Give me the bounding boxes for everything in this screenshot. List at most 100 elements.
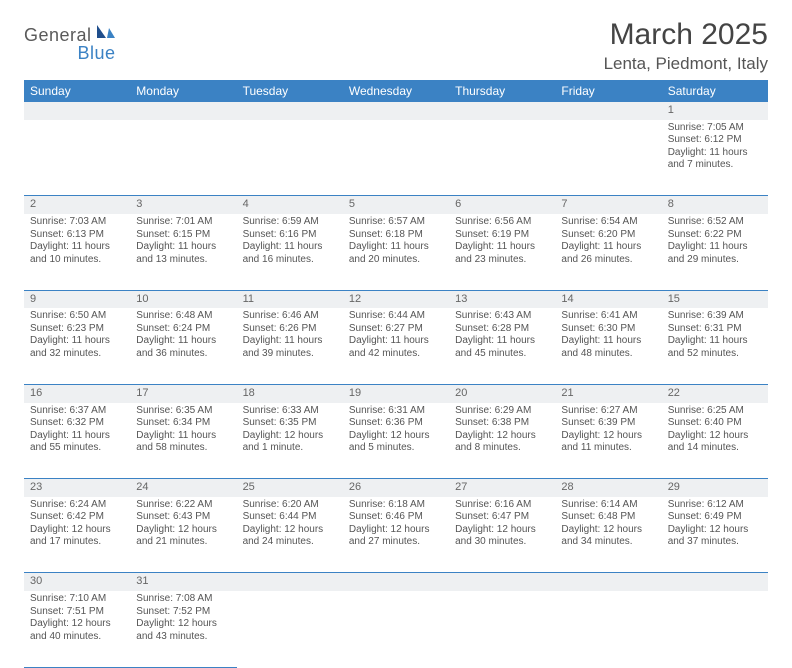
daylight-text: Daylight: 11 hours and 7 minutes. <box>668 147 762 172</box>
sunrise-text: Sunrise: 6:27 AM <box>561 405 655 418</box>
day-number-cell: 26 <box>343 479 449 497</box>
daylight-text: Daylight: 11 hours and 23 minutes. <box>455 241 549 266</box>
day-header: Monday <box>130 80 236 102</box>
sunset-text: Sunset: 6:24 PM <box>136 323 230 336</box>
location-subtitle: Lenta, Piedmont, Italy <box>604 54 768 74</box>
day-body-cell <box>449 120 555 196</box>
sunrise-text: Sunrise: 6:31 AM <box>349 405 443 418</box>
sunset-text: Sunset: 6:49 PM <box>668 511 762 524</box>
day-body-cell: Sunrise: 6:35 AMSunset: 6:34 PMDaylight:… <box>130 403 236 479</box>
day-number-cell <box>343 573 449 591</box>
sunrise-text: Sunrise: 7:08 AM <box>136 593 230 606</box>
sunset-text: Sunset: 6:46 PM <box>349 511 443 524</box>
daylight-text: Daylight: 12 hours and 11 minutes. <box>561 430 655 455</box>
day-number-cell: 10 <box>130 290 236 308</box>
day-body-cell: Sunrise: 6:46 AMSunset: 6:26 PMDaylight:… <box>237 308 343 384</box>
day-body-cell: Sunrise: 6:50 AMSunset: 6:23 PMDaylight:… <box>24 308 130 384</box>
day-number-cell: 13 <box>449 290 555 308</box>
sunrise-text: Sunrise: 6:44 AM <box>349 310 443 323</box>
title-block: March 2025 Lenta, Piedmont, Italy <box>604 18 768 74</box>
day-number-cell: 17 <box>130 384 236 402</box>
day-body-cell: Sunrise: 6:48 AMSunset: 6:24 PMDaylight:… <box>130 308 236 384</box>
day-body-cell <box>343 591 449 667</box>
week-body-row: Sunrise: 7:05 AMSunset: 6:12 PMDaylight:… <box>24 120 768 196</box>
daylight-text: Daylight: 11 hours and 45 minutes. <box>455 335 549 360</box>
day-number-cell <box>343 102 449 120</box>
logo-text-blue: Blue <box>78 43 116 63</box>
day-body-cell <box>662 591 768 667</box>
sunset-text: Sunset: 6:34 PM <box>136 417 230 430</box>
week-daynum-row: 2345678 <box>24 196 768 214</box>
sunrise-text: Sunrise: 6:57 AM <box>349 216 443 229</box>
day-body-cell: Sunrise: 6:54 AMSunset: 6:20 PMDaylight:… <box>555 214 661 290</box>
sunrise-text: Sunrise: 6:52 AM <box>668 216 762 229</box>
sunrise-text: Sunrise: 6:25 AM <box>668 405 762 418</box>
day-body-cell: Sunrise: 6:27 AMSunset: 6:39 PMDaylight:… <box>555 403 661 479</box>
week-body-row: Sunrise: 7:10 AMSunset: 7:51 PMDaylight:… <box>24 591 768 667</box>
sunrise-text: Sunrise: 7:01 AM <box>136 216 230 229</box>
day-body-cell: Sunrise: 6:37 AMSunset: 6:32 PMDaylight:… <box>24 403 130 479</box>
sunset-text: Sunset: 6:18 PM <box>349 229 443 242</box>
daylight-text: Daylight: 12 hours and 27 minutes. <box>349 524 443 549</box>
sunset-text: Sunset: 6:35 PM <box>243 417 337 430</box>
daylight-text: Daylight: 12 hours and 30 minutes. <box>455 524 549 549</box>
daylight-text: Daylight: 11 hours and 29 minutes. <box>668 241 762 266</box>
daylight-text: Daylight: 12 hours and 43 minutes. <box>136 618 230 643</box>
week-body-row: Sunrise: 6:37 AMSunset: 6:32 PMDaylight:… <box>24 403 768 479</box>
day-body-cell: Sunrise: 6:56 AMSunset: 6:19 PMDaylight:… <box>449 214 555 290</box>
day-body-cell <box>449 591 555 667</box>
sunset-text: Sunset: 6:42 PM <box>30 511 124 524</box>
sunset-text: Sunset: 6:23 PM <box>30 323 124 336</box>
day-body-cell: Sunrise: 6:24 AMSunset: 6:42 PMDaylight:… <box>24 497 130 573</box>
calendar-body: 1Sunrise: 7:05 AMSunset: 6:12 PMDaylight… <box>24 102 768 667</box>
day-body-cell: Sunrise: 6:52 AMSunset: 6:22 PMDaylight:… <box>662 214 768 290</box>
calendar-header-row: SundayMondayTuesdayWednesdayThursdayFrid… <box>24 80 768 102</box>
sunset-text: Sunset: 6:39 PM <box>561 417 655 430</box>
sunrise-text: Sunrise: 6:46 AM <box>243 310 337 323</box>
week-body-row: Sunrise: 6:24 AMSunset: 6:42 PMDaylight:… <box>24 497 768 573</box>
sunset-text: Sunset: 6:16 PM <box>243 229 337 242</box>
day-header: Wednesday <box>343 80 449 102</box>
sunrise-text: Sunrise: 6:59 AM <box>243 216 337 229</box>
sunset-text: Sunset: 6:44 PM <box>243 511 337 524</box>
sunset-text: Sunset: 6:48 PM <box>561 511 655 524</box>
day-number-cell: 1 <box>662 102 768 120</box>
daylight-text: Daylight: 11 hours and 13 minutes. <box>136 241 230 266</box>
day-number-cell <box>237 573 343 591</box>
day-header: Friday <box>555 80 661 102</box>
sunset-text: Sunset: 6:40 PM <box>668 417 762 430</box>
week-body-row: Sunrise: 7:03 AMSunset: 6:13 PMDaylight:… <box>24 214 768 290</box>
day-number-cell: 8 <box>662 196 768 214</box>
sunrise-text: Sunrise: 6:39 AM <box>668 310 762 323</box>
calendar-table: SundayMondayTuesdayWednesdayThursdayFrid… <box>24 80 768 668</box>
sunrise-text: Sunrise: 6:22 AM <box>136 499 230 512</box>
day-number-cell: 11 <box>237 290 343 308</box>
sunrise-text: Sunrise: 6:35 AM <box>136 405 230 418</box>
daylight-text: Daylight: 12 hours and 34 minutes. <box>561 524 655 549</box>
sunset-text: Sunset: 6:19 PM <box>455 229 549 242</box>
day-body-cell <box>24 120 130 196</box>
calendar-page: GeneralBlue March 2025 Lenta, Piedmont, … <box>0 0 792 668</box>
daylight-text: Daylight: 11 hours and 58 minutes. <box>136 430 230 455</box>
sunset-text: Sunset: 6:13 PM <box>30 229 124 242</box>
logo-text-general: General <box>24 26 92 44</box>
sunset-text: Sunset: 6:32 PM <box>30 417 124 430</box>
sunrise-text: Sunrise: 6:20 AM <box>243 499 337 512</box>
daylight-text: Daylight: 11 hours and 52 minutes. <box>668 335 762 360</box>
daylight-text: Daylight: 11 hours and 32 minutes. <box>30 335 124 360</box>
sunset-text: Sunset: 6:31 PM <box>668 323 762 336</box>
daylight-text: Daylight: 12 hours and 17 minutes. <box>30 524 124 549</box>
day-header: Saturday <box>662 80 768 102</box>
week-daynum-row: 1 <box>24 102 768 120</box>
day-number-cell: 24 <box>130 479 236 497</box>
day-header: Thursday <box>449 80 555 102</box>
day-number-cell: 15 <box>662 290 768 308</box>
day-number-cell: 6 <box>449 196 555 214</box>
day-number-cell: 20 <box>449 384 555 402</box>
day-body-cell: Sunrise: 6:14 AMSunset: 6:48 PMDaylight:… <box>555 497 661 573</box>
daylight-text: Daylight: 12 hours and 14 minutes. <box>668 430 762 455</box>
day-body-cell: Sunrise: 6:29 AMSunset: 6:38 PMDaylight:… <box>449 403 555 479</box>
daylight-text: Daylight: 12 hours and 40 minutes. <box>30 618 124 643</box>
daylight-text: Daylight: 12 hours and 37 minutes. <box>668 524 762 549</box>
daylight-text: Daylight: 11 hours and 20 minutes. <box>349 241 443 266</box>
